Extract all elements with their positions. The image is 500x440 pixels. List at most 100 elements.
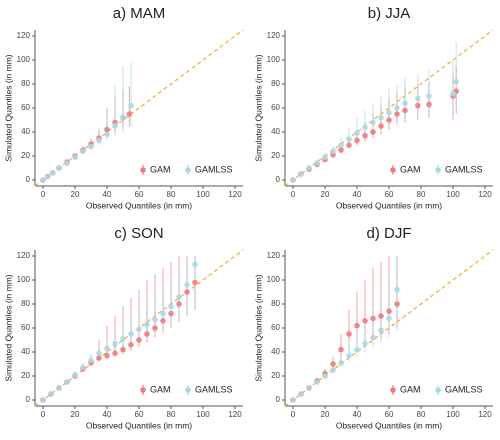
point: [378, 327, 384, 334]
point: [176, 294, 182, 300]
point: [394, 105, 400, 111]
point: [40, 177, 46, 183]
point: [168, 310, 174, 317]
point: [192, 279, 198, 286]
y-tick-label: 40: [21, 347, 30, 356]
y-tick-label: 100: [17, 275, 31, 284]
point: [346, 136, 352, 142]
point: [64, 160, 70, 166]
panel-title: b) JJA: [368, 5, 411, 22]
reference-line: [34, 29, 244, 187]
legend-label: GAM: [400, 164, 421, 174]
point: [453, 78, 459, 85]
point: [160, 310, 166, 317]
point: [330, 361, 336, 367]
legend-label: GAM: [150, 384, 171, 394]
x-tick-label: 0: [41, 190, 46, 199]
y-axis-label: Simulated Quantiles (in mm): [3, 54, 13, 161]
point: [322, 154, 328, 160]
x-axis-label: Observed Quantiles (in mm): [336, 420, 442, 430]
point: [184, 289, 190, 295]
point: [346, 331, 352, 337]
x-tick-label: 80: [167, 190, 176, 199]
y-tick-label: 60: [271, 323, 280, 332]
legend-swatch: [185, 387, 191, 393]
point: [298, 391, 304, 397]
point: [362, 318, 368, 324]
point: [394, 111, 400, 117]
point: [306, 385, 312, 391]
point: [48, 391, 54, 397]
point: [362, 340, 368, 347]
point: [144, 321, 150, 328]
point: [120, 114, 126, 121]
point: [370, 334, 376, 341]
point: [370, 129, 376, 135]
y-tick-label: 0: [276, 395, 281, 404]
y-tick-label: 120: [267, 251, 281, 260]
y-tick-label: 20: [21, 371, 30, 380]
y-tick-label: 100: [17, 55, 31, 64]
point: [56, 165, 62, 171]
x-tick-label: 120: [478, 410, 492, 419]
point: [346, 142, 352, 148]
x-tick-label: 100: [446, 410, 460, 419]
y-axis-label: Simulated Quantiles (in mm): [3, 274, 13, 381]
y-tick-label: 60: [21, 103, 30, 112]
y-tick-label: 100: [267, 55, 281, 64]
point: [104, 131, 110, 138]
point: [370, 119, 376, 126]
legend-label: GAMLSS: [445, 164, 483, 174]
point: [346, 352, 352, 359]
x-tick-label: 0: [291, 410, 296, 419]
y-tick-label: 0: [276, 175, 281, 184]
point: [112, 340, 118, 347]
legend-swatch: [435, 167, 441, 173]
point: [184, 282, 190, 288]
point: [168, 303, 174, 310]
point: [80, 364, 86, 371]
legend-swatch: [435, 387, 441, 393]
point: [96, 350, 102, 356]
point: [128, 331, 134, 337]
legend-label: GAMLSS: [445, 384, 483, 394]
point: [56, 385, 62, 391]
y-axis-label: Simulated Quantiles (in mm): [253, 274, 263, 381]
point: [80, 148, 86, 154]
y-tick-label: 40: [271, 127, 280, 136]
point: [386, 315, 392, 322]
y-tick-label: 20: [271, 151, 280, 160]
point: [415, 95, 421, 102]
point: [330, 367, 336, 373]
point: [128, 342, 134, 348]
point: [104, 345, 110, 352]
x-tick-label: 20: [321, 410, 330, 419]
point: [394, 301, 400, 307]
x-tick-label: 120: [228, 410, 242, 419]
x-tick-label: 0: [41, 410, 46, 419]
point: [426, 93, 432, 99]
y-tick-label: 120: [17, 251, 31, 260]
point: [144, 331, 150, 337]
point: [290, 177, 296, 183]
legend-swatch: [140, 167, 146, 173]
panel-title: a) MAM: [113, 5, 166, 22]
legend-swatch: [185, 167, 191, 173]
point: [45, 173, 51, 180]
x-axis-label: Observed Quantiles (in mm): [86, 420, 192, 430]
y-tick-label: 20: [271, 371, 280, 380]
legend-swatch: [390, 167, 396, 173]
legend-swatch: [140, 387, 146, 393]
legend-label: GAM: [150, 164, 171, 174]
point: [378, 123, 384, 129]
point: [394, 286, 400, 293]
x-axis-label: Observed Quantiles (in mm): [86, 200, 192, 210]
x-tick-label: 40: [353, 410, 362, 419]
y-tick-label: 60: [21, 323, 30, 332]
point: [40, 397, 46, 403]
x-tick-label: 60: [385, 410, 394, 419]
y-tick-label: 80: [21, 299, 30, 308]
x-tick-label: 60: [135, 410, 144, 419]
point: [386, 110, 392, 116]
legend-label: GAMLSS: [195, 164, 233, 174]
